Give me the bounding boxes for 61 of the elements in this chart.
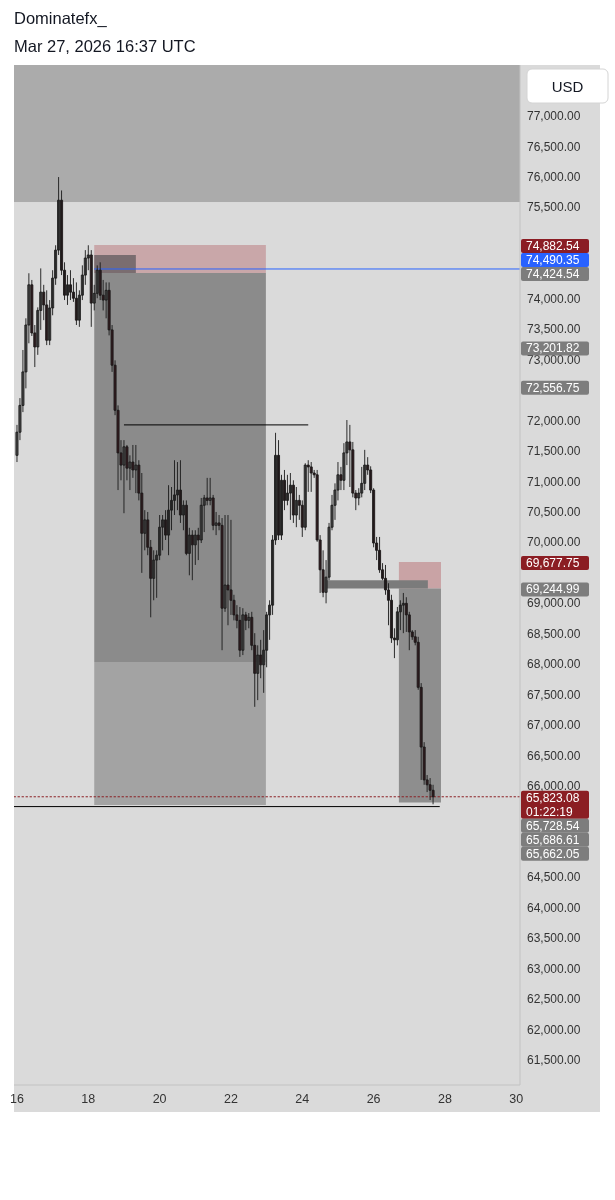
y-tick-label: 62,000.00 — [527, 1022, 581, 1037]
y-tick-label: 67,500.00 — [527, 687, 581, 702]
candlestick — [68, 269, 72, 301]
candlestick — [45, 289, 49, 346]
candlestick — [122, 439, 126, 514]
candlestick — [288, 472, 292, 521]
text: 74,882.54 — [526, 239, 580, 254]
x-tick-label: 26 — [366, 1092, 381, 1106]
y-tick-label: 68,500.00 — [527, 626, 581, 641]
y-tick-label: 69,000.00 — [527, 596, 581, 611]
candlestick — [401, 592, 405, 634]
x-tick-label: 16 — [10, 1092, 24, 1106]
y-tick-label: 71,000.00 — [527, 474, 581, 489]
x-tick-label: 24 — [295, 1092, 310, 1106]
y-tick-label: 77,000.00 — [527, 109, 581, 124]
y-tick-label: 76,500.00 — [527, 139, 581, 154]
x-tick-label: 20 — [152, 1092, 167, 1106]
ref-line-label: 65,823.08 01:22:19 — [526, 790, 580, 819]
y-tick-label: 72,000.00 — [527, 413, 581, 428]
y-tick-label: 62,500.00 — [527, 992, 581, 1007]
data-label: 74,490.35 — [526, 253, 580, 268]
candlestick — [167, 484, 171, 556]
text: 74,424.54 — [526, 266, 580, 281]
candlestick — [190, 529, 194, 581]
y-tick-label: 63,000.00 — [527, 961, 581, 976]
x-tick-label: 18 — [81, 1092, 96, 1106]
y-tick-label: 64,500.00 — [527, 870, 581, 885]
text: 69,244.99 — [526, 582, 580, 597]
x-tick-label: 30 — [509, 1092, 524, 1106]
text: 65,686.61 — [526, 832, 580, 847]
candlestick — [241, 607, 245, 656]
candlestick — [309, 461, 313, 493]
y-tick-label: 68,000.00 — [527, 657, 581, 672]
chart-subtitle: Mar 27, 2026 16:37 UTC — [14, 37, 196, 55]
y-tick-label: 75,500.00 — [527, 200, 581, 215]
candlestick — [428, 777, 432, 801]
y-tick-label: 71,500.00 — [527, 444, 581, 459]
y-axis-title: USD — [551, 77, 584, 95]
y-tick-label: 67,000.00 — [527, 718, 581, 733]
y-tick-label: 70,000.00 — [527, 535, 581, 550]
y-tick-label: 76,000.00 — [527, 170, 581, 185]
text: 65,662.05 — [526, 846, 580, 861]
y-tick-label: 64,000.00 — [527, 900, 581, 915]
candlestick — [220, 517, 224, 651]
y-tick-label: 66,000.00 — [527, 779, 581, 793]
candlestick — [226, 514, 230, 626]
chart-title: Dominatefx_ — [14, 9, 108, 28]
y-tick-label: 66,500.00 — [527, 748, 581, 763]
x-tick-label: 28 — [438, 1092, 452, 1106]
candlestick — [238, 606, 242, 658]
y-tick-label: 70,500.00 — [527, 504, 581, 519]
y-tick-label: 61,500.00 — [527, 1053, 581, 1068]
text: 69,677.75 — [526, 556, 580, 571]
text: 65,728.54 — [526, 818, 580, 833]
y-tick-label: 74,000.00 — [527, 291, 581, 306]
y-tick-label: 63,500.00 — [527, 931, 581, 946]
candlestick — [74, 281, 78, 326]
x-tick-label: 22 — [224, 1092, 238, 1106]
y-tick-label: 73,500.00 — [527, 322, 581, 337]
candlestick — [89, 249, 93, 328]
text: 72,556.75 — [526, 380, 580, 395]
